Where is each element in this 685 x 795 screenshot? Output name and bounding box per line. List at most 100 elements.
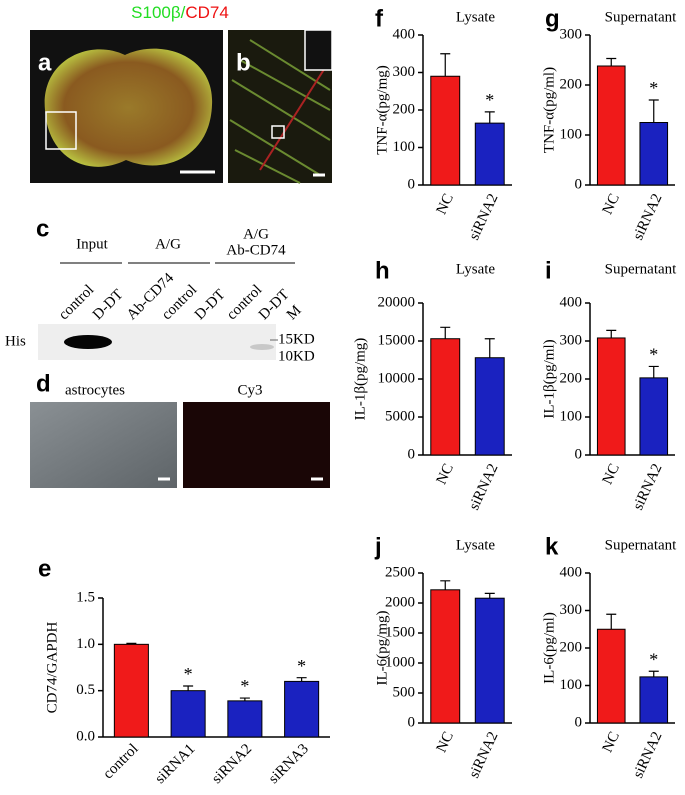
y-tick-label: 300 (560, 332, 583, 348)
lane-label: M (284, 303, 305, 324)
error-bar (183, 685, 194, 691)
bar (170, 690, 206, 738)
image-caption: astrocytes (65, 382, 125, 398)
chart-title: Lysate (456, 261, 495, 277)
panel-letter: d (36, 370, 51, 397)
significance: * (240, 676, 249, 696)
x-tick-label: siRNA2 (630, 191, 665, 242)
inset (304, 29, 333, 71)
x-tick-label: NC (434, 461, 457, 487)
chart-title: Lysate (456, 9, 495, 25)
y-tick-label: 200 (560, 639, 583, 655)
panel-letter: i (545, 257, 552, 284)
lane-label: control (56, 282, 97, 323)
significance: * (485, 90, 494, 110)
y-tick-label: 200 (560, 370, 583, 386)
inset-box (45, 111, 77, 150)
y-tick-label: 0.0 (76, 728, 95, 744)
y-tick-label: 300 (560, 602, 583, 618)
y-tick-label: 400 (393, 26, 416, 42)
group-label: A/G (155, 236, 181, 252)
y-tick-label: 15000 (378, 332, 416, 348)
y-tick-label: 1.0 (76, 636, 95, 652)
y-tick-label: 10000 (378, 370, 416, 386)
y-tick-label: 300 (560, 26, 583, 42)
y-tick-label: 1.5 (76, 589, 95, 605)
chart-title: Supernatant (605, 9, 677, 25)
significance: * (184, 664, 193, 684)
image-caption: Cy3 (237, 382, 262, 398)
panel-letter: c (36, 215, 49, 242)
y-axis-label: IL-6(pg/ml) (541, 612, 557, 684)
y-axis-label: IL-1β(pg/mg) (352, 338, 368, 421)
error-bar (296, 677, 307, 682)
y-tick-label: 500 (393, 684, 416, 700)
bar (474, 357, 505, 456)
y-tick-label: 2500 (385, 564, 415, 580)
y-tick-label: 100 (393, 139, 416, 155)
y-tick-label: 5000 (385, 408, 415, 424)
x-tick-label: NC (600, 461, 623, 487)
bar (430, 338, 461, 456)
x-tick-label: siRNA2 (466, 191, 501, 242)
x-tick-label: siRNA2 (630, 461, 665, 512)
bar (430, 75, 461, 186)
row-label: His (5, 333, 26, 349)
bar (284, 680, 320, 738)
y-tick-label: 200 (560, 76, 583, 92)
y-axis-label: IL-1β(pg/ml) (541, 339, 557, 418)
band (250, 344, 274, 350)
y-tick-label: 0 (575, 176, 583, 192)
significance: * (649, 649, 658, 669)
error-bar (606, 329, 617, 338)
group-label: A/G (243, 226, 269, 242)
error-bar (440, 53, 451, 77)
panel-letter: e (38, 555, 51, 582)
x-tick-label: siRNA1 (152, 741, 198, 787)
error-bar (440, 326, 451, 339)
y-tick-label: 100 (560, 408, 583, 424)
error-bar (484, 111, 495, 124)
error-bar (606, 57, 617, 66)
x-tick-label: NC (600, 191, 623, 217)
stain-title: S100β/CD74 (131, 3, 229, 22)
y-tick-label: 0 (575, 714, 583, 730)
y-tick-label: 200 (393, 101, 416, 117)
chart-title: Supernatant (605, 261, 677, 277)
y-tick-label: 100 (560, 126, 583, 142)
x-tick-label: siRNA2 (630, 729, 665, 780)
error-bar (484, 592, 495, 599)
x-tick-label: NC (434, 729, 457, 755)
y-tick-label: 20000 (378, 294, 416, 310)
bar (474, 122, 505, 186)
bar (639, 676, 669, 724)
error-bar (606, 613, 617, 630)
significance: * (297, 656, 306, 676)
vessel (259, 59, 331, 171)
y-tick-label: 400 (560, 564, 583, 580)
panel-letter: b (236, 49, 251, 76)
y-axis-label: IL-6(pg/mg) (374, 611, 390, 686)
error-bar (648, 670, 659, 677)
y-tick-label: 1500 (385, 624, 415, 640)
significance: * (649, 78, 658, 98)
panel-letter: j (374, 533, 382, 560)
y-tick-label: 0 (408, 714, 416, 730)
y-tick-label: 100 (560, 677, 583, 693)
y-tick-label: 1000 (385, 654, 415, 670)
error-bar (648, 365, 659, 378)
spinal-cord (44, 48, 213, 167)
bar (596, 337, 626, 456)
chart-title: Lysate (456, 537, 495, 553)
bar (430, 589, 461, 724)
x-tick-label: siRNA2 (209, 741, 255, 787)
error-bar (648, 99, 659, 123)
panel-letter: h (375, 257, 390, 284)
x-tick-label: siRNA3 (266, 741, 312, 787)
x-tick-label: NC (600, 729, 623, 755)
y-tick-label: 0 (575, 446, 583, 462)
x-tick-label: siRNA2 (466, 729, 501, 780)
error-bar (484, 338, 495, 358)
group-label: Input (76, 236, 108, 252)
